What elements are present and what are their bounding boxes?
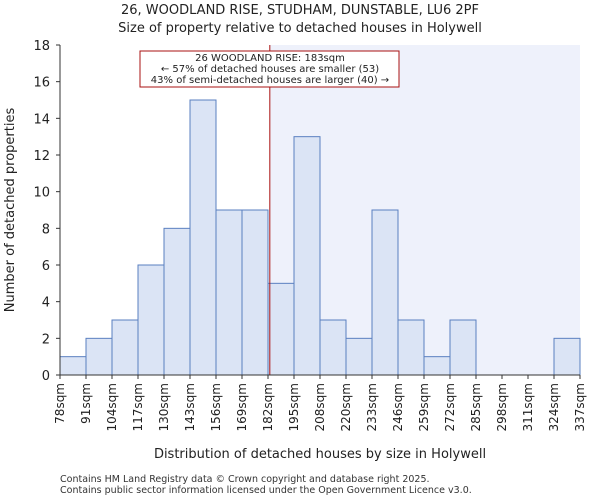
y-axis-label: Number of detached properties [3, 108, 18, 313]
x-tick-label: 311sqm [521, 383, 535, 431]
x-tick-label: 195sqm [287, 383, 301, 431]
bar-182sqm [267, 282, 295, 376]
y-tick-label: 12 [33, 149, 50, 164]
footer-line-1: Contains HM Land Registry data © Crown c… [60, 474, 430, 485]
y-ticks: 0 2 4 6 8 10 12 14 16 18 [33, 39, 60, 384]
y-tick-label: 10 [33, 186, 50, 201]
bar-117sqm [137, 264, 165, 376]
x-tick-label: 169sqm [235, 383, 249, 431]
bar-78sqm [59, 356, 87, 376]
x-ticks: 78sqm 91sqm 104sqm 117sqm 130sqm 143sqm 156sqm… [53, 375, 587, 431]
chart-title: 26, WOODLAND RISE, STUDHAM, DUNSTABLE, L… [121, 3, 479, 18]
y-tick-label: 8 [42, 222, 50, 237]
x-tick-label: 259sqm [417, 383, 431, 431]
bars [59, 99, 581, 376]
bar-130sqm [163, 227, 191, 376]
bar-220sqm [345, 337, 373, 376]
bar-324sqm [553, 337, 581, 376]
x-tick-label: 272sqm [443, 383, 457, 431]
bar-156sqm [215, 209, 243, 376]
y-tick-label: 14 [33, 112, 50, 127]
y-tick-label: 6 [42, 259, 50, 274]
y-tick-label: 4 [42, 296, 50, 311]
footer: Contains HM Land Registry data © Crown c… [60, 474, 472, 496]
annotation-title: 26 WOODLAND RISE: 183sqm [195, 53, 345, 64]
x-tick-label: 91sqm [79, 383, 93, 424]
x-tick-label: 208sqm [313, 383, 327, 431]
x-tick-label: 233sqm [365, 383, 379, 431]
x-tick-label: 337sqm [573, 383, 587, 431]
bar-195sqm [293, 136, 321, 376]
x-tick-label: 220sqm [339, 383, 353, 431]
bar-91sqm [85, 337, 113, 376]
y-tick-label: 0 [42, 369, 50, 384]
bar-233sqm [371, 209, 399, 376]
bar-208sqm [319, 319, 347, 376]
x-tick-label: 285sqm [469, 383, 483, 431]
footer-line-2: Contains public sector information licen… [60, 485, 472, 496]
x-tick-label: 324sqm [547, 383, 561, 431]
x-tick-label: 104sqm [105, 383, 119, 431]
x-axis-label: Distribution of detached houses by size … [154, 447, 486, 462]
x-tick-label: 298sqm [495, 383, 509, 431]
bar-143sqm [189, 99, 217, 376]
x-tick-label: 143sqm [183, 383, 197, 431]
x-tick-label: 130sqm [157, 383, 171, 431]
bar-104sqm [111, 319, 139, 376]
chart-subtitle: Size of property relative to detached ho… [118, 21, 482, 36]
y-tick-label: 16 [33, 76, 50, 91]
x-tick-label: 246sqm [391, 383, 405, 431]
bar-259sqm [423, 356, 451, 376]
bar-272sqm [449, 319, 477, 376]
x-tick-label: 78sqm [53, 383, 67, 424]
bar-169sqm [241, 209, 269, 376]
x-tick-label: 182sqm [261, 383, 275, 431]
x-tick-label: 156sqm [209, 383, 223, 431]
y-tick-label: 2 [42, 332, 50, 347]
x-tick-label: 117sqm [131, 383, 145, 431]
y-tick-label: 18 [33, 39, 50, 54]
annotation-smaller: ← 57% of detached houses are smaller (53… [161, 64, 379, 75]
annotation-box [139, 50, 400, 88]
bar-246sqm [397, 319, 425, 376]
annotation-larger: 43% of semi-detached houses are larger (… [151, 75, 389, 86]
